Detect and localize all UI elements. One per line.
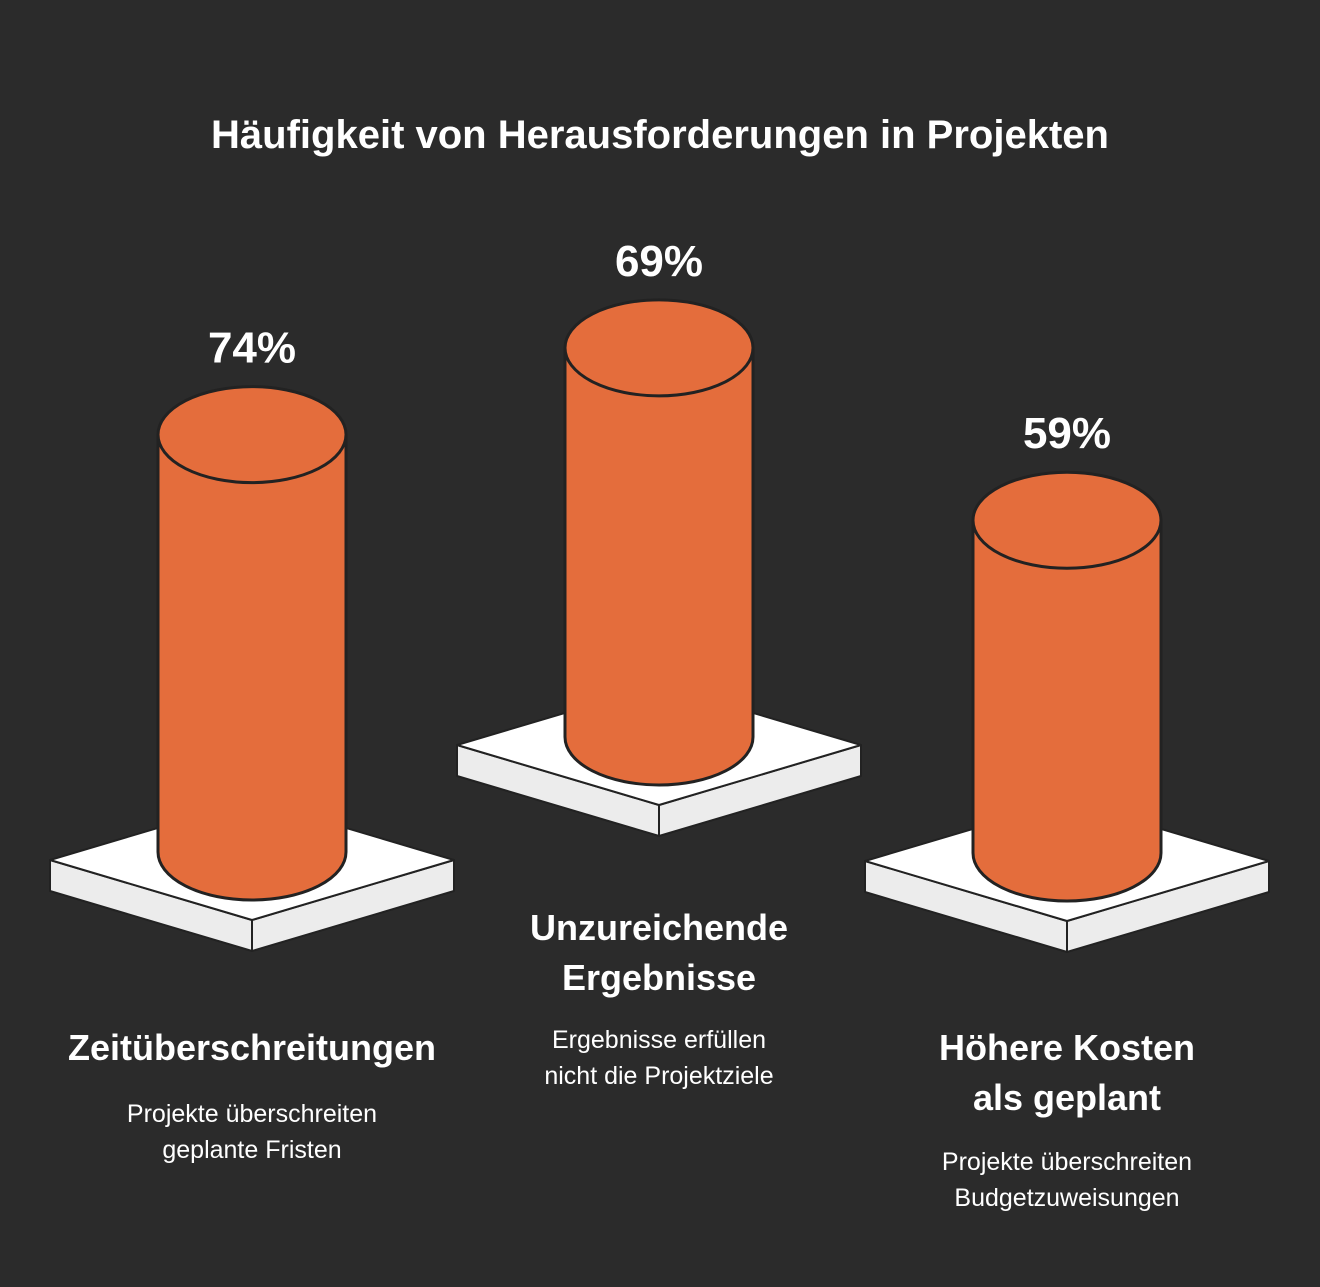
category-label: Unzureichende xyxy=(530,907,788,948)
bar-cylinder-top xyxy=(156,385,348,485)
category-label: Ergebnisse xyxy=(562,957,756,998)
value-label: 74% xyxy=(208,324,296,373)
bar-group-3: 59% Höhere Kosten als geplant Projekte über… xyxy=(864,409,1270,1212)
bars-group: 74% Zeitüberschreitungen Projekte überschr… xyxy=(49,237,1270,1212)
category-description: Projekte überschreiten xyxy=(942,1148,1192,1176)
chart-title: Häufigkeit von Herausforderungen in Proj… xyxy=(211,113,1109,157)
bar-cylinder-top xyxy=(563,298,755,398)
value-label: 69% xyxy=(615,237,703,286)
bar-cylinder-body xyxy=(563,346,755,787)
value-label: 59% xyxy=(1023,409,1111,458)
bar-cylinder-body xyxy=(971,518,1163,903)
category-label: Höhere Kosten xyxy=(939,1027,1195,1068)
category-description: geplante Fristen xyxy=(162,1136,341,1164)
bar-group-2: 69% Unzureichende Ergebnisse Ergebnisse erf… xyxy=(456,237,862,1090)
category-description: Projekte überschreiten xyxy=(127,1100,377,1128)
category-label: Zeitüberschreitungen xyxy=(68,1027,436,1068)
category-description: Ergebnisse erfüllen xyxy=(552,1026,766,1054)
bar-group-1: 74% Zeitüberschreitungen Projekte überschr… xyxy=(49,324,455,1164)
bar-cylinder-body xyxy=(156,433,348,902)
category-description: nicht die Projektziele xyxy=(544,1062,773,1090)
category-description: Budgetzuweisungen xyxy=(954,1184,1179,1212)
category-label: als geplant xyxy=(973,1077,1161,1118)
bar-cylinder-top xyxy=(971,470,1163,570)
